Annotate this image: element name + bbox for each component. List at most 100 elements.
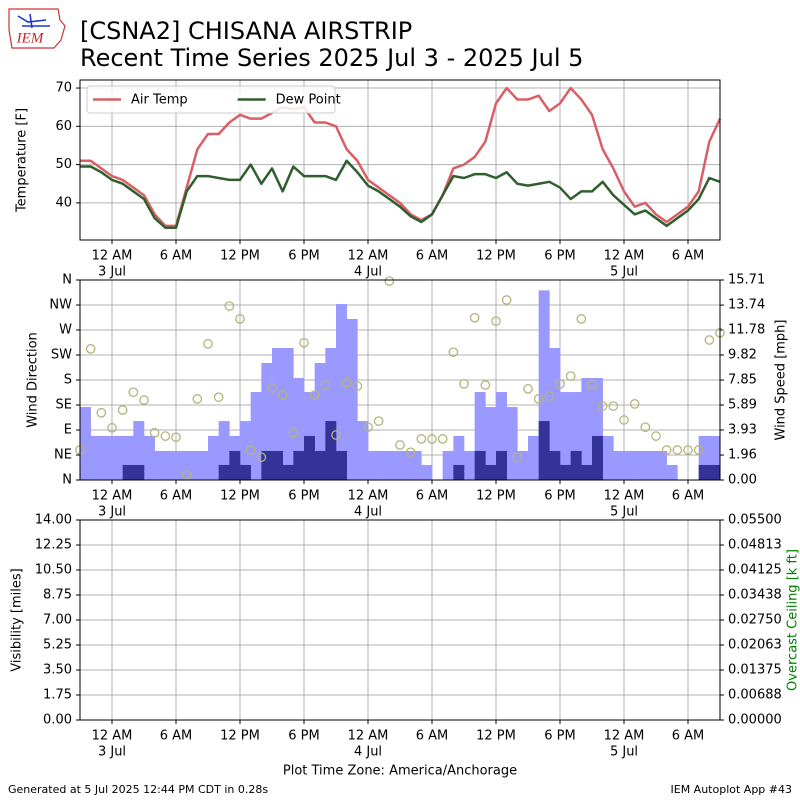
y2-tick-label: 0.04813 (728, 538, 782, 553)
speed-bar (474, 450, 486, 480)
speed-bar (272, 450, 283, 480)
speed-bar (186, 450, 198, 480)
legend-box (86, 85, 336, 114)
speed-bar (709, 464, 721, 480)
panel: 12 AM 6 AM 12 PM 6 PM 12 AM 6 AM 12 PM 6 PM 12 A… (10, 513, 800, 779)
panel: 12 AM 6 AM 12 PM 6 PM 12 AM 6 AM 12 PM 6 PM 12 A… (26, 273, 789, 520)
speed-bar (282, 464, 294, 480)
y-tick-label: N (62, 273, 72, 288)
speed-bar (645, 450, 657, 480)
speed-bar (421, 464, 433, 480)
speed-bar (613, 450, 625, 480)
speed-bar (282, 347, 294, 480)
speed-bar (133, 464, 145, 480)
y2-tick-label: 13.74 (728, 298, 765, 313)
direction-point (107, 422, 117, 433)
footer-right: IEM Autoplot App #43 (671, 783, 793, 796)
direction-point (213, 392, 224, 403)
speed-bar (218, 421, 230, 480)
direction-point (480, 380, 491, 390)
direction-point (523, 384, 533, 394)
y-axis-label: Wind Direction (26, 332, 41, 428)
x-date-label: 5 Jul (610, 505, 638, 520)
speed-bar (368, 450, 379, 480)
direction-point (661, 445, 672, 455)
y2-axis-label: Wind Speed [mph] (774, 320, 789, 441)
speed-bar (261, 450, 273, 480)
direction-point (437, 434, 448, 444)
speed-bar (208, 435, 219, 480)
direction-point (629, 399, 640, 409)
speed-bar (485, 407, 497, 480)
x-tick-label: 6 PM (288, 729, 319, 744)
direction-point (619, 415, 629, 425)
panel: 12 AM 6 AM 12 PM 6 PM 12 AM 6 AM 12 PM 6 PM 12 A… (15, 79, 722, 280)
direction-point (149, 427, 160, 438)
direction-point (533, 394, 544, 404)
y2-tick-label: 0.04125 (728, 563, 782, 578)
direction-point (405, 447, 416, 458)
direction-point (203, 339, 213, 349)
speed-bar (698, 464, 710, 480)
direction-point (469, 312, 480, 323)
speed-bar (314, 450, 326, 480)
direction-point (693, 445, 704, 455)
y-tick-label: NW (49, 298, 72, 313)
speed-bar (453, 435, 465, 480)
direction-point (384, 276, 395, 286)
speed-bar (240, 464, 251, 480)
direction-point (277, 390, 288, 400)
x-tick-label: 12 AM (92, 249, 133, 264)
y2-tick-label: 0.05500 (728, 513, 782, 528)
direction-point (288, 427, 299, 438)
speed-bar (101, 435, 113, 480)
title: [CSNA2] CHISANA AIRSTRIP (80, 17, 412, 45)
speed-bar (709, 435, 721, 480)
speed-bar (496, 450, 507, 480)
axes-frame (79, 79, 721, 241)
direction-point (491, 316, 501, 326)
speed-bar (464, 450, 475, 480)
x-tick-label: 12 PM (220, 489, 260, 504)
y2-tick-label: 0.00000 (728, 713, 782, 728)
direction-point (139, 395, 149, 405)
x-tick-label: 6 AM (160, 249, 193, 264)
plot-area (80, 86, 722, 229)
direction-point (352, 381, 363, 391)
x-tick-label: 6 AM (416, 729, 449, 744)
x-date-label: 4 Jul (354, 745, 382, 760)
direction-point (85, 344, 96, 354)
direction-point (235, 314, 245, 324)
direction-point (192, 394, 203, 404)
y-tick-label: 14.00 (35, 513, 72, 528)
speed-bar (592, 378, 603, 480)
legend-label: Air Temp (131, 93, 188, 108)
x-tick-label: 12 AM (604, 489, 645, 504)
speed-bar (624, 450, 635, 480)
y-tick-label: 40 (55, 195, 72, 210)
speed-bar (325, 347, 337, 480)
direction-point (501, 295, 512, 305)
direction-point (309, 390, 320, 400)
x-date-label: 3 Jul (98, 745, 126, 760)
speed-bar (389, 450, 401, 480)
speed-bar (346, 318, 358, 480)
direction-point (320, 380, 331, 390)
x-tick-label: 12 AM (348, 249, 389, 264)
speed-bar (528, 435, 539, 480)
speed-bar (112, 435, 123, 480)
y-tick-label: N (62, 473, 72, 488)
line-series (80, 86, 722, 228)
logo-text: IEM (16, 30, 45, 46)
speed-bar (581, 464, 593, 480)
y2-tick-label: 11.78 (728, 323, 765, 338)
x-tick-label: 12 AM (604, 729, 645, 744)
speed-bar (90, 435, 102, 480)
direction-point (427, 434, 437, 444)
x-tick-label: 6 AM (160, 489, 193, 504)
y-tick-label: 60 (55, 119, 72, 134)
direction-point (683, 445, 693, 455)
x-tick-label: 6 PM (544, 729, 575, 744)
speed-bar (261, 363, 273, 480)
